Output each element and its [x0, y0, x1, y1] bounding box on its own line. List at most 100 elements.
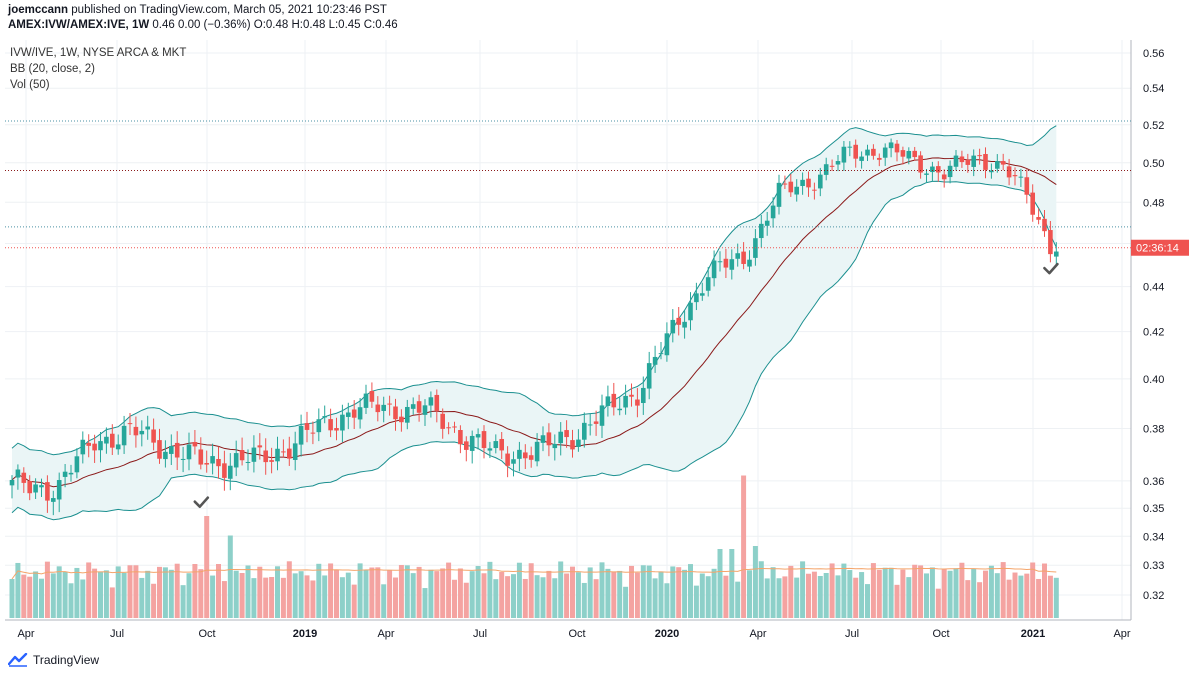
candle-body[interactable] — [452, 426, 457, 428]
candle-body[interactable] — [481, 431, 487, 449]
candle-body[interactable] — [9, 479, 15, 486]
candle-body[interactable] — [818, 174, 823, 189]
candle-body[interactable] — [304, 423, 310, 430]
candle-body[interactable] — [877, 157, 882, 160]
candle-body[interactable] — [747, 259, 752, 267]
candle-body[interactable] — [115, 444, 121, 450]
candle-body[interactable] — [1018, 176, 1024, 178]
candle-body[interactable] — [163, 451, 168, 460]
candle-body[interactable] — [1024, 177, 1030, 195]
candle-body[interactable] — [1006, 166, 1012, 178]
candle-body[interactable] — [363, 393, 369, 408]
candle-body[interactable] — [800, 179, 805, 187]
candle-body[interactable] — [859, 156, 864, 161]
candle-body[interactable] — [1048, 230, 1053, 255]
candle-body[interactable] — [841, 146, 847, 163]
plot-area[interactable] — [5, 40, 1131, 620]
candle-body[interactable] — [888, 142, 894, 149]
candle-body[interactable] — [558, 431, 563, 444]
candle-body[interactable] — [387, 403, 392, 405]
candle-body[interactable] — [599, 405, 605, 426]
candle-body[interactable] — [393, 406, 398, 420]
candle-body[interactable] — [416, 401, 422, 413]
candle-body[interactable] — [222, 463, 227, 478]
candle-body[interactable] — [151, 429, 156, 443]
candle-body[interactable] — [121, 425, 127, 446]
candle-body[interactable] — [947, 165, 953, 178]
candle-body[interactable] — [1000, 161, 1006, 165]
legend-bollinger[interactable]: BB (20, close, 2) — [10, 63, 96, 75]
candle-body[interactable] — [169, 446, 174, 454]
candle-body[interactable] — [1012, 175, 1018, 177]
candle-body[interactable] — [523, 452, 528, 459]
candle-body[interactable] — [375, 404, 381, 413]
candle-body[interactable] — [540, 435, 546, 443]
candle-body[interactable] — [918, 155, 923, 173]
candle-body[interactable] — [959, 156, 965, 163]
candle-body[interactable] — [446, 427, 451, 429]
candle-body[interactable] — [605, 396, 611, 406]
candle-body[interactable] — [989, 170, 994, 173]
candle-body[interactable] — [346, 412, 351, 417]
candle-body[interactable] — [1054, 251, 1059, 257]
candle-body[interactable] — [894, 143, 900, 153]
candle-body[interactable] — [405, 406, 410, 423]
candle-body[interactable] — [434, 394, 440, 411]
candle-body[interactable] — [552, 443, 558, 449]
candle-body[interactable] — [198, 449, 204, 465]
candle-body[interactable] — [257, 445, 263, 448]
candle-body[interactable] — [953, 155, 959, 167]
candle-body[interactable] — [906, 150, 912, 159]
candle-body[interactable] — [711, 260, 717, 279]
candle-body[interactable] — [328, 419, 333, 431]
candle-body[interactable] — [729, 259, 735, 270]
candle-body[interactable] — [629, 394, 634, 397]
candle-body[interactable] — [15, 469, 21, 478]
candle-body[interactable] — [694, 293, 699, 303]
candle-body[interactable] — [104, 436, 109, 444]
candle-body[interactable] — [110, 433, 115, 448]
candle-body[interactable] — [676, 317, 681, 325]
candle-body[interactable] — [192, 442, 198, 447]
candle-body[interactable] — [27, 481, 32, 494]
candle-body[interactable] — [776, 182, 782, 207]
author-name[interactable]: joemccann — [8, 4, 69, 16]
candle-body[interactable] — [853, 144, 858, 159]
candle-body[interactable] — [723, 258, 729, 268]
candle-body[interactable] — [39, 485, 44, 488]
candle-body[interactable] — [965, 159, 971, 165]
candle-body[interactable] — [788, 181, 794, 193]
candle-body[interactable] — [770, 205, 776, 219]
candle-body[interactable] — [735, 253, 740, 259]
candle-body[interactable] — [157, 440, 162, 459]
candle-body[interactable] — [806, 178, 811, 188]
candle-body[interactable] — [499, 438, 504, 451]
candle-body[interactable] — [882, 147, 888, 158]
candle-body[interactable] — [458, 430, 463, 445]
candle-body[interactable] — [98, 441, 103, 451]
candle-body[interactable] — [941, 174, 947, 180]
candle-body[interactable] — [617, 408, 622, 411]
candle-body[interactable] — [487, 448, 493, 451]
candle-body[interactable] — [865, 149, 870, 156]
candle-body[interactable] — [971, 155, 976, 167]
candle-body[interactable] — [422, 405, 428, 415]
candle-body[interactable] — [281, 451, 286, 453]
candle-body[interactable] — [1036, 217, 1041, 220]
candle-body[interactable] — [45, 482, 50, 501]
candle-body[interactable] — [871, 148, 876, 156]
candle-body[interactable] — [92, 443, 97, 451]
candle-body[interactable] — [369, 390, 375, 402]
candle-body[interactable] — [251, 447, 257, 462]
candle-body[interactable] — [1030, 192, 1035, 215]
candle-body[interactable] — [51, 498, 56, 502]
candle-body[interactable] — [641, 387, 646, 404]
candle-body[interactable] — [912, 150, 917, 158]
candle-body[interactable] — [995, 161, 1000, 169]
candle-body[interactable] — [823, 164, 829, 175]
candle-body[interactable] — [180, 458, 186, 460]
candle-body[interactable] — [936, 166, 941, 173]
candle-body[interactable] — [322, 416, 327, 418]
candle-body[interactable] — [340, 414, 345, 431]
